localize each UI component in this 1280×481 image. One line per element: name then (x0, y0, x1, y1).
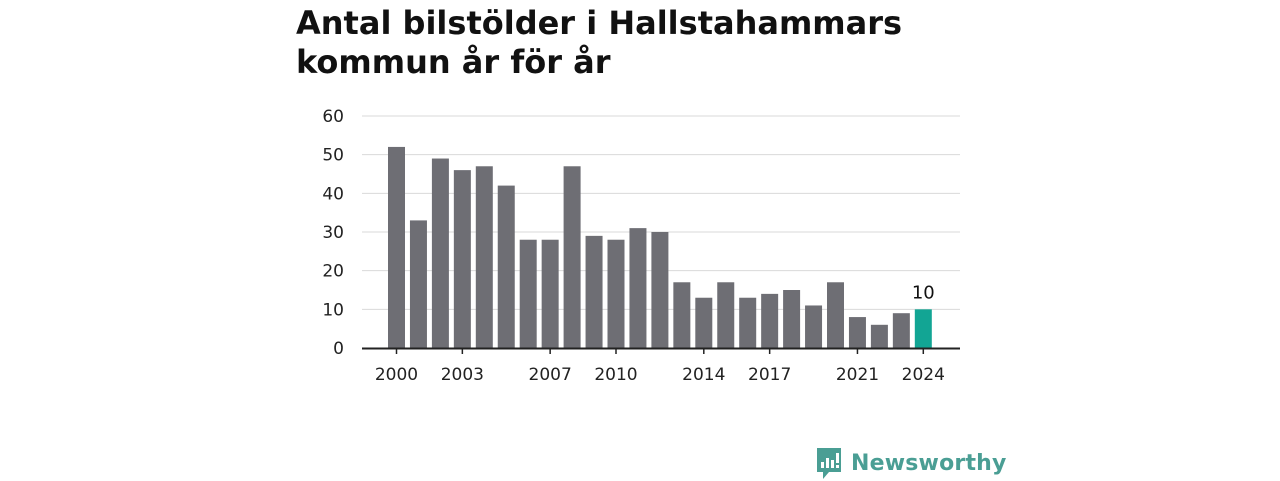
data-labels: 10 (912, 282, 935, 303)
bar-2023 (892, 313, 910, 348)
x-tick-label: 2007 (529, 365, 572, 385)
bar-2017 (761, 293, 779, 348)
y-tick-label: 50 (322, 146, 344, 166)
bar-2009 (585, 235, 603, 348)
bar-2012 (651, 232, 669, 348)
bar-2000 (388, 146, 405, 348)
bar-2014 (695, 297, 713, 348)
y-tick-label: 10 (322, 300, 344, 320)
bar-2011 (629, 228, 647, 348)
bar-2003 (453, 170, 471, 348)
brand-logo: Newsworthy (815, 445, 1007, 481)
y-tick-label: 20 (322, 262, 344, 282)
bar-2020 (827, 282, 844, 348)
x-tick-label: 2010 (594, 365, 637, 385)
x-tick-label: 2003 (441, 365, 484, 385)
bar-2022 (870, 324, 888, 348)
data-label-2024: 10 (912, 282, 935, 303)
bar-2013 (673, 282, 691, 348)
y-tick-label: 30 (322, 223, 344, 243)
y-tick-label: 60 (322, 107, 344, 127)
bar-2019 (805, 305, 823, 348)
x-tick-label: 2024 (902, 365, 945, 385)
bar-2005 (497, 185, 515, 348)
bar-2024 (914, 309, 932, 348)
bar-2010 (607, 239, 625, 348)
bar-2007 (541, 239, 559, 348)
bar-2004 (475, 166, 493, 348)
bar-2001 (409, 220, 427, 348)
x-tick-label: 2014 (682, 365, 725, 385)
y-axis-ticks: 0 10 20 30 40 50 60 (322, 107, 344, 359)
newsworthy-logo-icon (817, 448, 841, 479)
bars (388, 146, 932, 348)
x-tick-label: 2021 (836, 365, 879, 385)
brand-name: Newsworthy (851, 450, 1007, 476)
bar-2015 (717, 282, 735, 348)
x-axis-ticks: 2000 2003 2007 2010 2014 2017 2021 2024 (375, 348, 945, 385)
bar-2006 (519, 239, 537, 348)
bar-2008 (563, 166, 581, 348)
chart-title: Antal bilstölder i Hallstahammars kommun… (296, 4, 903, 81)
x-tick-label: 2017 (748, 365, 791, 385)
x-tick-label: 2000 (375, 365, 418, 385)
bar-2016 (739, 297, 757, 348)
bar-2021 (848, 317, 866, 348)
y-tick-label: 40 (322, 184, 344, 204)
bar-2002 (431, 158, 449, 348)
y-tick-label: 0 (333, 339, 344, 359)
bar-2018 (783, 290, 801, 348)
